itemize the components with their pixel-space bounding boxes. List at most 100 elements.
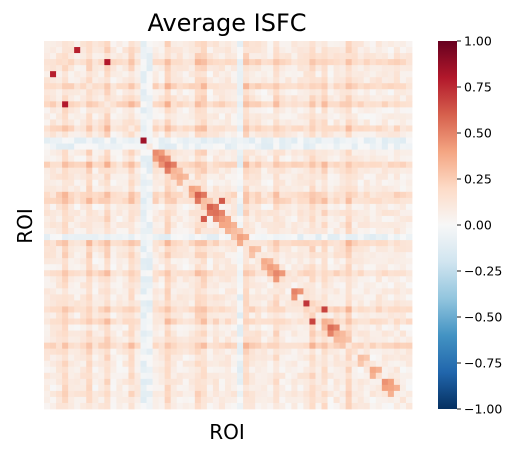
heatmap-cell <box>303 209 310 217</box>
heatmap-cell <box>128 185 135 193</box>
heatmap-cell <box>357 396 365 404</box>
heatmap-cell <box>44 119 51 126</box>
heatmap-cell <box>134 173 141 181</box>
heatmap-cell <box>291 179 298 187</box>
heatmap-cell <box>218 354 226 362</box>
heatmap-cell <box>369 161 377 169</box>
heatmap-cell <box>176 149 184 157</box>
heatmap-cell <box>212 324 220 331</box>
heatmap-cell <box>363 312 371 319</box>
heatmap-cell <box>224 402 232 410</box>
heatmap-cell <box>261 137 268 144</box>
heatmap-cell <box>92 95 99 102</box>
heatmap-cell <box>393 77 401 84</box>
heatmap-cell <box>273 185 280 193</box>
heatmap-cell <box>110 246 117 253</box>
heatmap-cell <box>44 131 51 138</box>
heatmap-cell <box>152 234 160 241</box>
heatmap-cell <box>206 143 214 150</box>
heatmap-cell <box>164 240 172 247</box>
heatmap-cell <box>273 215 280 223</box>
heatmap-cell <box>255 41 262 48</box>
heatmap-cell <box>80 366 87 374</box>
heatmap-cell <box>381 41 389 48</box>
heatmap-cell <box>363 71 371 78</box>
heatmap-cell <box>188 83 196 90</box>
heatmap-cell <box>387 41 395 48</box>
heatmap-cell <box>291 288 298 295</box>
heatmap-cell <box>80 324 87 331</box>
heatmap-cell <box>309 366 316 374</box>
heatmap-cell <box>297 336 304 344</box>
heatmap-cell <box>327 119 334 126</box>
heatmap-cell <box>405 47 413 54</box>
heatmap-cell <box>134 258 141 265</box>
heatmap-cell <box>146 89 153 96</box>
heatmap-cell <box>249 59 256 66</box>
heatmap-cell <box>261 318 268 325</box>
heatmap-cell <box>393 402 401 410</box>
heatmap-cell <box>351 306 359 313</box>
heatmap-cell <box>399 53 407 60</box>
heatmap-cell <box>327 378 334 386</box>
heatmap-cell <box>92 143 99 150</box>
heatmap-cell <box>405 270 413 277</box>
heatmap-cell <box>399 101 407 108</box>
colorbar-tick-label: −0.50 <box>464 310 502 325</box>
heatmap-cell <box>80 318 87 325</box>
heatmap-cell <box>44 324 51 331</box>
heatmap-cell <box>291 336 298 344</box>
heatmap-cell <box>80 402 87 410</box>
heatmap-cell <box>116 41 123 48</box>
heatmap-cell <box>194 71 202 78</box>
heatmap-cell <box>297 149 304 157</box>
heatmap-cell <box>351 342 359 350</box>
heatmap-cell <box>339 131 347 138</box>
heatmap-cell <box>279 89 286 96</box>
heatmap-cell <box>74 306 81 313</box>
heatmap-cell <box>231 258 238 265</box>
heatmap-cell <box>357 71 365 78</box>
heatmap-cell <box>158 306 166 313</box>
heatmap-cell <box>146 354 153 362</box>
heatmap-cell <box>224 282 232 289</box>
heatmap-cell <box>206 318 214 325</box>
heatmap-cell <box>92 179 99 187</box>
heatmap-cell <box>50 119 57 126</box>
heatmap-cell <box>309 378 316 386</box>
heatmap-cell <box>224 77 232 84</box>
heatmap-cell <box>399 161 407 169</box>
heatmap-cell <box>206 246 214 253</box>
heatmap-cell <box>291 125 298 132</box>
heatmap-cell <box>267 101 274 108</box>
heatmap-cell <box>146 191 153 199</box>
heatmap-cell <box>188 59 196 66</box>
heatmap-cell <box>224 215 232 223</box>
heatmap-cell <box>92 288 99 295</box>
heatmap-cell <box>164 396 172 404</box>
heatmap-cell <box>158 288 166 295</box>
heatmap-cell <box>176 300 184 307</box>
heatmap-cell <box>363 258 371 265</box>
heatmap-cell <box>327 203 334 211</box>
heatmap-cell <box>140 396 147 404</box>
heatmap-cell <box>86 155 93 163</box>
heatmap-cell <box>393 83 401 90</box>
heatmap-cell <box>375 173 383 181</box>
heatmap-cell <box>146 234 153 241</box>
heatmap-cell <box>255 197 262 205</box>
heatmap-cell <box>62 137 69 144</box>
heatmap-cell <box>146 390 153 398</box>
heatmap-cell <box>381 167 389 175</box>
heatmap-cell <box>231 53 238 60</box>
heatmap-cell <box>74 173 81 181</box>
heatmap-cell <box>405 294 413 301</box>
heatmap-cell <box>74 155 81 163</box>
heatmap-cell <box>321 101 328 108</box>
heatmap-cell <box>44 215 51 223</box>
heatmap-cell <box>357 240 365 247</box>
heatmap-cell <box>62 372 69 380</box>
heatmap-cell <box>399 149 407 157</box>
heatmap-cell <box>267 89 274 96</box>
heatmap-cell <box>285 209 292 217</box>
